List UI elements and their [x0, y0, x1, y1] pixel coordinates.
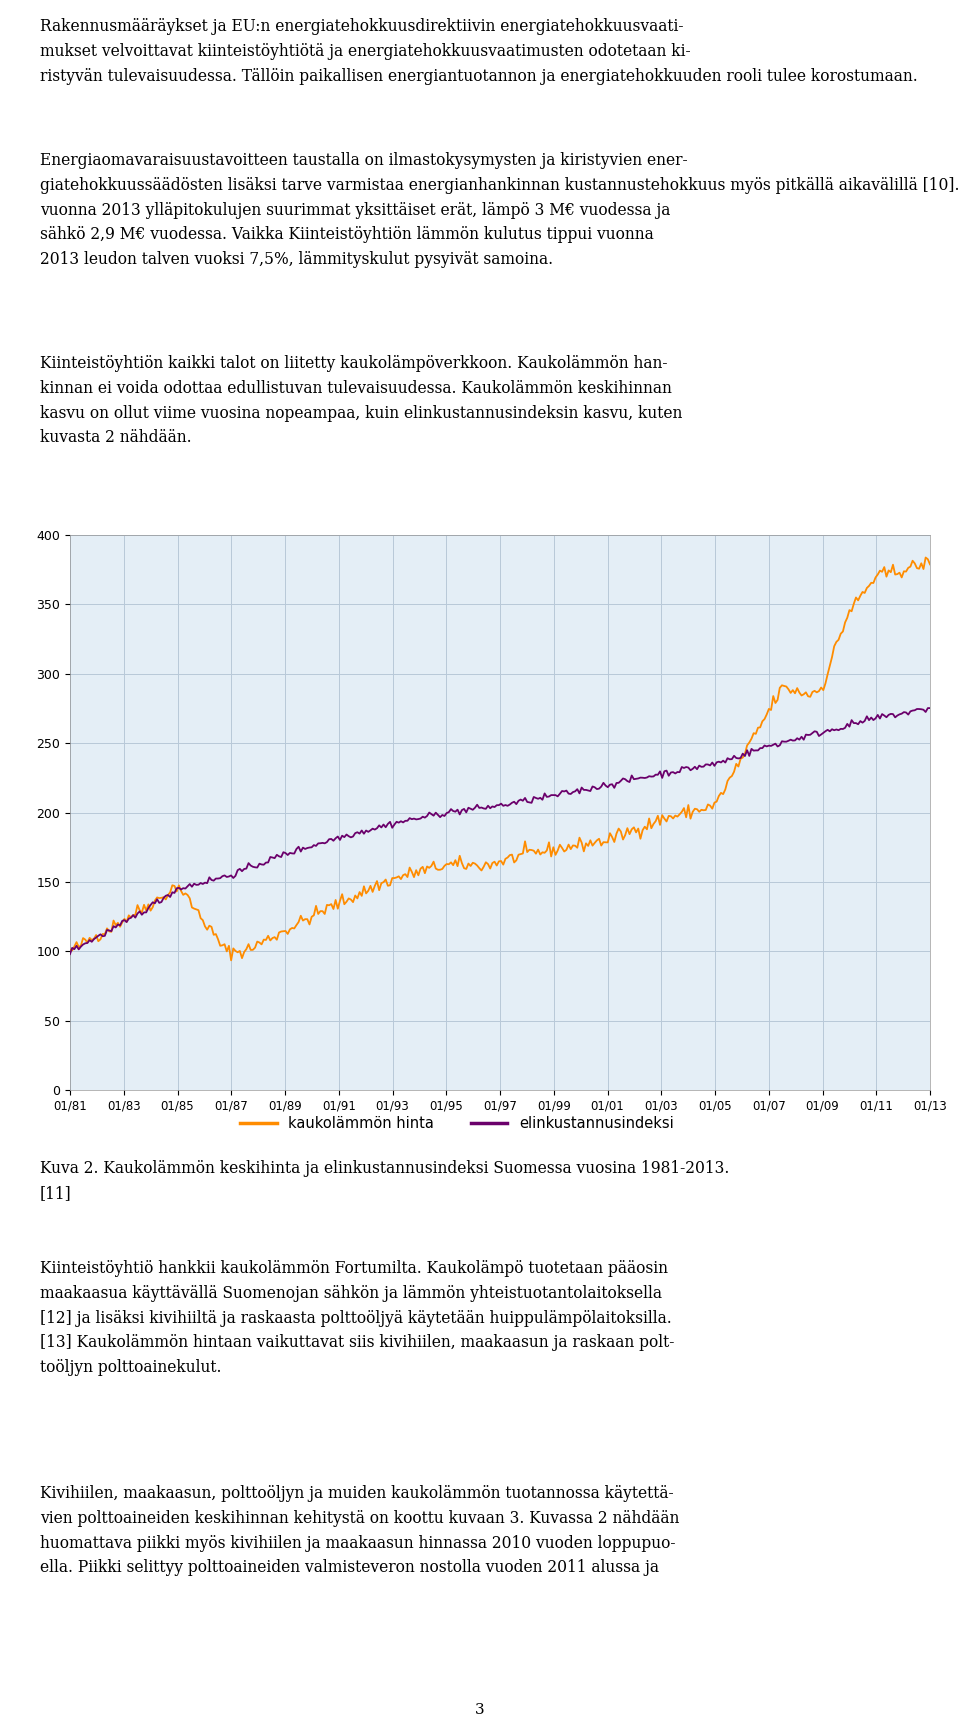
Text: Kiinteistöyhtiö hankkii kaukolämmön Fortumilta. Kaukolämpö tuotetaan pääosin
maa: Kiinteistöyhtiö hankkii kaukolämmön Fort… [40, 1259, 674, 1375]
Text: Kiinteistöyhtiön kaikki talot on liitetty kaukolämpöverkkoon. Kaukolämmön han-
k: Kiinteistöyhtiön kaikki talot on liitett… [40, 355, 683, 446]
Text: Rakennusmääräykset ja EU:n energiatehokkuusdirektiivin energiatehokkuusvaati-
mu: Rakennusmääräykset ja EU:n energiatehokk… [40, 17, 918, 85]
Text: Energiaomavaraisuustavoitteen taustalla on ilmastokysymysten ja kiristyvien ener: Energiaomavaraisuustavoitteen taustalla … [40, 152, 960, 268]
Text: 3: 3 [475, 1702, 485, 1716]
Legend: kaukolämmön hinta, elinkustannusindeksi: kaukolämmön hinta, elinkustannusindeksi [234, 1111, 680, 1137]
Text: Kivihiilen, maakaasun, polttoöljyn ja muiden kaukolämmön tuotannossa käytettä-
v: Kivihiilen, maakaasun, polttoöljyn ja mu… [40, 1484, 680, 1576]
Text: Kuva 2. Kaukolämmön keskihinta ja elinkustannusindeksi Suomessa vuosina 1981-201: Kuva 2. Kaukolämmön keskihinta ja elinku… [40, 1161, 730, 1202]
